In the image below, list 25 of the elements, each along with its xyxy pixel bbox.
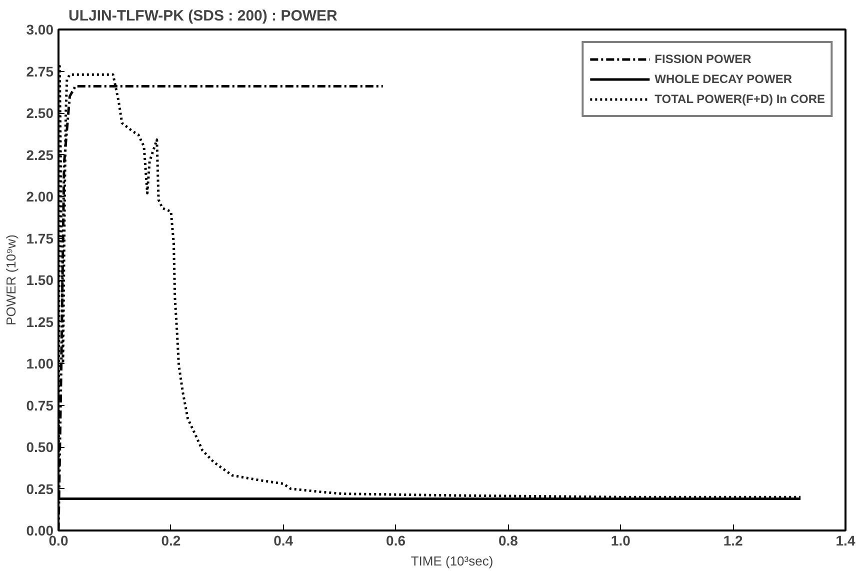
y-tick-label: 2.00	[26, 188, 54, 204]
chart-title: ULJIN-TLFW-PK (SDS : 200) : POWER	[68, 8, 338, 24]
y-tick-label: 2.25	[26, 146, 54, 163]
x-tick-label: 0.4	[274, 532, 294, 548]
x-tick-label: 1.2	[723, 532, 744, 548]
legend-label: FISSION POWER	[654, 52, 752, 66]
x-tick-label: 1.0	[610, 532, 631, 548]
y-axis-title: POWER (10⁹w)	[3, 234, 18, 326]
y-tick-label: 1.00	[26, 356, 54, 372]
y-tick-label: 1.75	[26, 230, 54, 246]
y-tick-label: 0.75	[26, 397, 54, 414]
y-tick-label: 1.25	[26, 314, 54, 330]
y-tick-label: 1.50	[26, 272, 54, 288]
y-tick-label: 0.25	[26, 480, 54, 497]
legend-label: TOTAL POWER(F+D) In CORE	[654, 92, 825, 106]
x-tick-label: 1.4	[836, 532, 856, 548]
y-tick-label: 2.50	[26, 105, 54, 121]
x-tick-label: 0.6	[386, 532, 406, 548]
y-tick-label: 3.00	[26, 22, 54, 38]
x-axis-title: TIME (10³sec)	[410, 554, 494, 568]
y-tick-label: 2.75	[26, 63, 54, 80]
y-tick-label: 0.50	[26, 439, 54, 455]
x-tick-label: 0.2	[161, 532, 181, 548]
x-tick-label: 0.8	[498, 532, 518, 548]
legend-label: WHOLE DECAY POWER	[654, 72, 792, 86]
